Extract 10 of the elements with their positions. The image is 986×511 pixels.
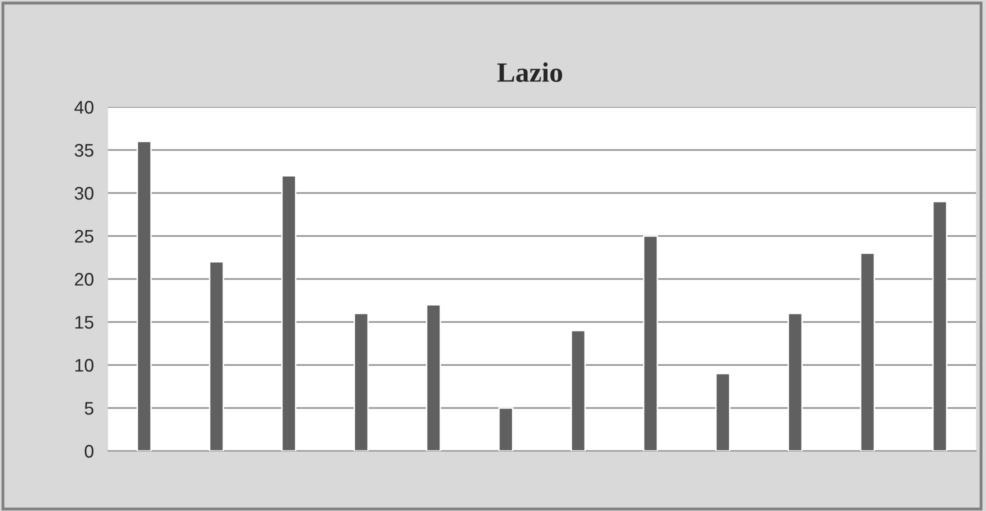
y-tick-label: 10 bbox=[75, 358, 94, 372]
y-tick-label: 40 bbox=[74, 100, 94, 114]
y-tick-label: 5 bbox=[84, 402, 94, 415]
y-tick-label: 20 bbox=[74, 272, 94, 286]
chart-title: Lazio bbox=[497, 62, 562, 82]
y-tick-label: 30 bbox=[74, 186, 94, 200]
y-tick-label: 15 bbox=[75, 316, 94, 329]
y-tick-label: 35 bbox=[74, 144, 94, 157]
y-tick-label: 0 bbox=[84, 444, 94, 458]
y-tick-label: 25 bbox=[74, 230, 94, 243]
